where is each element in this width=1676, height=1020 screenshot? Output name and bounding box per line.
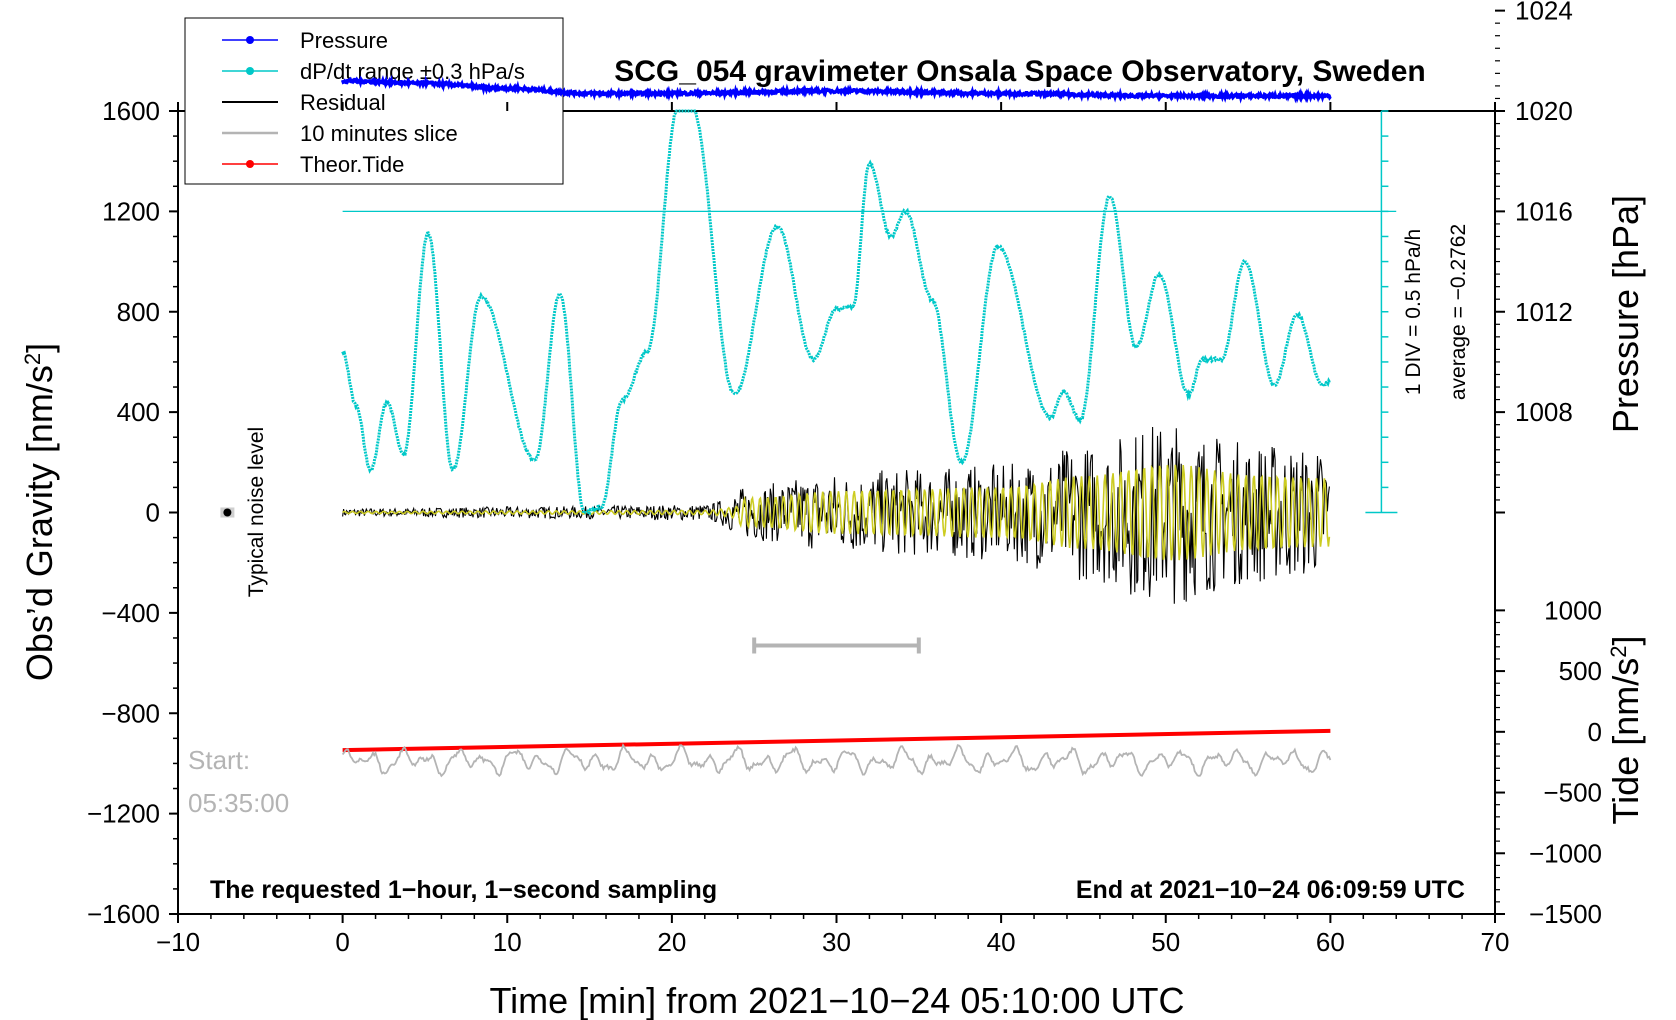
bottom-right-note: End at 2021−10−24 06:09:59 UTC [1076, 876, 1465, 904]
x-tick-label: 60 [1316, 927, 1345, 957]
pressure-tick-label: 1016 [1515, 196, 1573, 226]
legend-marker-pressure [246, 36, 254, 44]
pressure-series [340, 74, 1332, 104]
dpdt-series [341, 109, 1332, 516]
legend: Pressure dP/dt range ±0.3 hPa/s Residual… [184, 17, 564, 185]
tide-tick-label: −1500 [1529, 899, 1602, 929]
x-tick-label: 30 [822, 927, 851, 957]
pressure-tick-label: 1012 [1515, 297, 1573, 327]
x-tick-label: 10 [493, 927, 522, 957]
legend-label-dpdt: dP/dt range ±0.3 hPa/s [300, 59, 525, 84]
y-tick-label: 0 [146, 498, 160, 528]
scale-bar-label: 1 DIV = 0.5 hPa/h [1402, 229, 1425, 395]
y-tick-label: 800 [117, 297, 160, 327]
y-axis-title-pressure: Pressure [hPa] [1605, 195, 1646, 433]
pressure-tick-label: 1020 [1515, 96, 1573, 126]
slice-series [341, 743, 1332, 778]
x-axis-title: Time [min] from 2021−10−24 05:10:00 UTC [489, 980, 1184, 1020]
x-tick-label: 0 [335, 927, 349, 957]
tide-series [342, 728, 1331, 753]
legend-label-pressure: Pressure [300, 28, 388, 53]
y-tick-label: −1200 [87, 799, 160, 829]
y-tick-label: 1600 [102, 96, 160, 126]
y-axis-title-tide: Tide [nm/s2] [1605, 636, 1646, 825]
y-tick-label: −400 [101, 598, 160, 628]
start-time: 05:35:00 [188, 788, 289, 818]
y-tick-label: −1600 [87, 899, 160, 929]
filtered-series [342, 464, 1331, 561]
legend-marker-tide [246, 160, 254, 168]
pressure-tick-label: 1008 [1515, 397, 1573, 427]
x-tick-label: 20 [657, 927, 686, 957]
noise-level-label: Typical noise level [245, 427, 268, 597]
tide-tick-label: 500 [1559, 656, 1602, 686]
tide-tick-label: −500 [1543, 778, 1602, 808]
chart-title: SCG_054 gravimeter Onsala Space Observat… [614, 55, 1426, 88]
y-axis-title-left: Obs’d Gravity [nm/s2] [19, 343, 60, 681]
legend-marker-dpdt [246, 67, 254, 75]
y-tick-label: 400 [117, 397, 160, 427]
legend-label-tide: Theor.Tide [300, 152, 404, 177]
x-tick-label: 50 [1151, 927, 1180, 957]
y-tick-label: −800 [101, 698, 160, 728]
average-label: average = −0.2762 [1447, 224, 1470, 400]
x-tick-label: 70 [1481, 927, 1510, 957]
x-tick-label: 40 [987, 927, 1016, 957]
start-label: Start: [188, 745, 250, 775]
tide-tick-label: −1000 [1529, 838, 1602, 868]
x-tick-label: −10 [156, 927, 200, 957]
noise-level-marker [223, 508, 232, 517]
pressure-tick-label: 1024 [1515, 0, 1573, 26]
y-tick-label: 1200 [102, 196, 160, 226]
tide-tick-label: 0 [1588, 717, 1602, 747]
bottom-left-note: The requested 1−hour, 1−second sampling [210, 876, 717, 904]
tide-tick-label: 1000 [1544, 595, 1602, 625]
legend-label-slice: 10 minutes slice [300, 121, 458, 146]
